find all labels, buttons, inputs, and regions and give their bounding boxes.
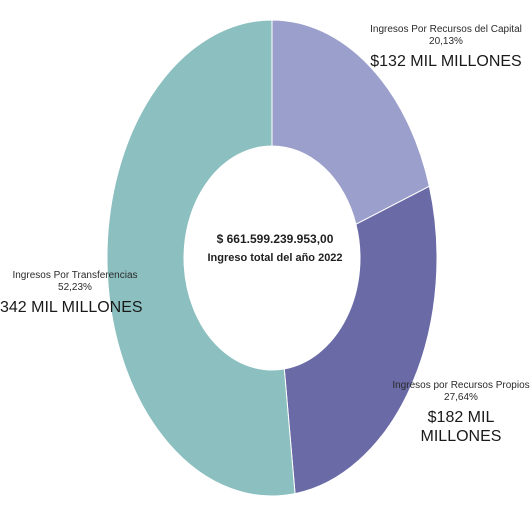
total-income-value: $ 661.599.239.953,00 <box>216 232 334 246</box>
label-recursos-propios-percent: 27,64% <box>444 392 478 403</box>
label-transferencias-percent: 52,23% <box>58 282 92 293</box>
label-transferencias-name: Ingresos Por Transferencias <box>12 270 138 281</box>
label-recursos-capital: Ingresos Por Recursos del Capital 20,13%… <box>362 24 530 71</box>
label-recursos-propios-amount: $182 MIL MILLONES <box>420 409 502 446</box>
label-recursos-propios-name: Ingresos por Recursos Propios <box>392 380 530 391</box>
label-recursos-capital-amount: $132 MIL MILLONES <box>370 53 522 70</box>
label-transferencias-amount: 342 MIL MILLONES <box>0 299 143 316</box>
label-recursos-propios: Ingresos por Recursos Propios 27,64% $18… <box>392 380 530 446</box>
total-income-caption: Ingreso total del año 2022 <box>207 252 343 264</box>
center-total: $ 661.599.239.953,00 Ingreso total del a… <box>190 232 360 264</box>
label-transferencias: Ingresos Por Transferencias 52,23% 342 M… <box>0 270 150 317</box>
donut-hole <box>184 146 360 370</box>
label-recursos-capital-name: Ingresos Por Recursos del Capital <box>370 24 522 35</box>
label-recursos-capital-percent: 20,13% <box>429 36 463 47</box>
